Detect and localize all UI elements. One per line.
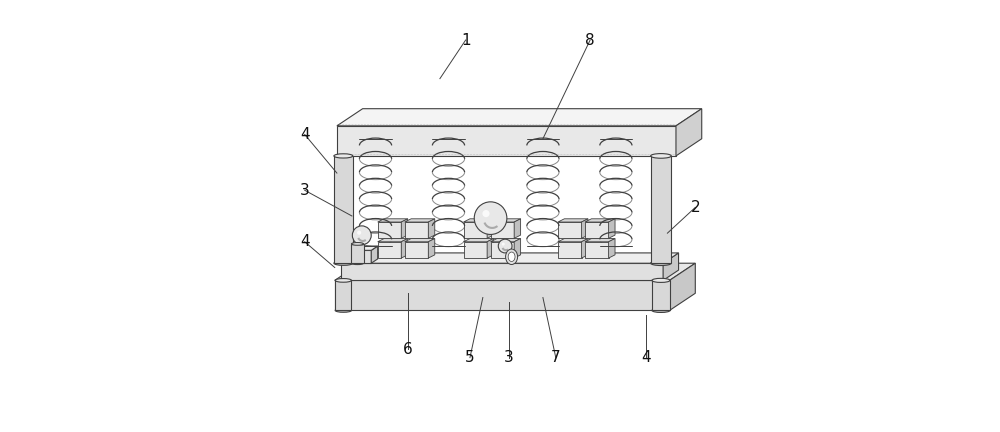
- Polygon shape: [464, 222, 487, 238]
- Polygon shape: [428, 219, 435, 238]
- Polygon shape: [582, 219, 588, 238]
- Polygon shape: [558, 242, 582, 258]
- Circle shape: [498, 239, 512, 253]
- Polygon shape: [558, 238, 588, 242]
- Polygon shape: [341, 263, 663, 280]
- Polygon shape: [335, 250, 371, 263]
- Text: 6: 6: [403, 342, 413, 356]
- Text: 7: 7: [551, 350, 561, 365]
- Polygon shape: [464, 219, 494, 222]
- Bar: [335, 280, 351, 311]
- Polygon shape: [491, 242, 514, 258]
- Polygon shape: [337, 109, 702, 126]
- Polygon shape: [341, 253, 679, 263]
- Polygon shape: [401, 219, 408, 238]
- Polygon shape: [428, 238, 435, 258]
- Polygon shape: [335, 246, 378, 250]
- Polygon shape: [609, 219, 615, 238]
- Ellipse shape: [651, 154, 671, 158]
- Ellipse shape: [351, 242, 364, 245]
- Polygon shape: [401, 238, 408, 258]
- Ellipse shape: [334, 261, 353, 265]
- Ellipse shape: [508, 252, 515, 261]
- Polygon shape: [405, 238, 435, 242]
- Polygon shape: [335, 263, 695, 280]
- Polygon shape: [585, 222, 609, 238]
- Ellipse shape: [335, 308, 351, 312]
- Polygon shape: [378, 238, 408, 242]
- Polygon shape: [514, 219, 521, 238]
- Polygon shape: [491, 219, 521, 222]
- Polygon shape: [663, 253, 679, 280]
- Ellipse shape: [652, 308, 670, 312]
- Bar: [652, 280, 670, 311]
- Polygon shape: [405, 242, 428, 258]
- Polygon shape: [405, 219, 435, 222]
- Ellipse shape: [334, 154, 353, 158]
- Text: 3: 3: [504, 350, 513, 365]
- Circle shape: [482, 210, 490, 217]
- Circle shape: [474, 202, 507, 235]
- Text: 8: 8: [585, 32, 595, 48]
- Polygon shape: [585, 242, 609, 258]
- Text: 4: 4: [641, 350, 651, 365]
- Polygon shape: [464, 238, 494, 242]
- Polygon shape: [378, 219, 408, 222]
- Polygon shape: [378, 222, 401, 238]
- Polygon shape: [378, 242, 401, 258]
- Polygon shape: [491, 238, 521, 242]
- Text: 5: 5: [465, 350, 475, 365]
- Polygon shape: [514, 238, 521, 258]
- Text: 2: 2: [690, 200, 700, 215]
- Polygon shape: [585, 219, 615, 222]
- Polygon shape: [585, 238, 615, 242]
- Polygon shape: [676, 109, 702, 156]
- Polygon shape: [405, 222, 428, 238]
- Polygon shape: [582, 238, 588, 258]
- Ellipse shape: [652, 278, 670, 283]
- Polygon shape: [558, 222, 582, 238]
- Bar: [334, 156, 353, 263]
- Polygon shape: [491, 222, 514, 238]
- Text: 3: 3: [300, 183, 310, 198]
- Ellipse shape: [335, 279, 351, 282]
- Polygon shape: [335, 280, 670, 311]
- Polygon shape: [609, 238, 615, 258]
- Circle shape: [352, 226, 371, 245]
- Text: 4: 4: [300, 127, 310, 142]
- Circle shape: [502, 243, 505, 246]
- Text: 4: 4: [300, 234, 310, 249]
- Bar: [651, 156, 671, 263]
- Circle shape: [357, 231, 361, 235]
- Polygon shape: [337, 126, 676, 156]
- Bar: [351, 244, 364, 263]
- Polygon shape: [670, 263, 695, 311]
- Polygon shape: [558, 219, 588, 222]
- Polygon shape: [487, 238, 494, 258]
- Polygon shape: [371, 246, 378, 263]
- Polygon shape: [487, 219, 494, 238]
- Ellipse shape: [351, 262, 364, 264]
- Polygon shape: [464, 242, 487, 258]
- Text: 1: 1: [461, 32, 470, 48]
- Ellipse shape: [506, 249, 518, 264]
- Ellipse shape: [651, 261, 671, 266]
